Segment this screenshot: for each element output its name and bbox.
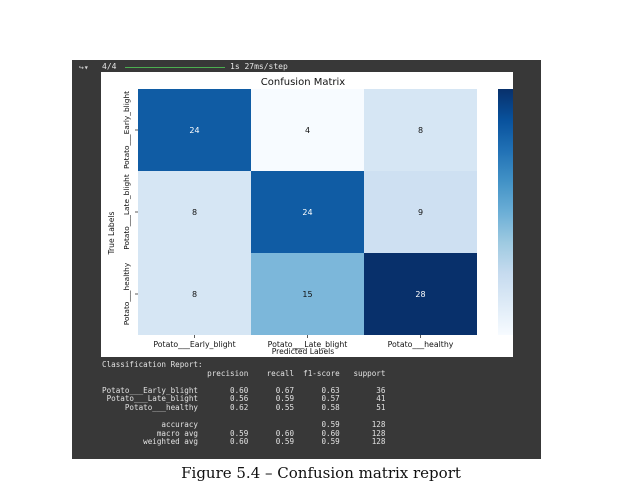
cell-value-label: 8 <box>418 126 423 135</box>
report-row: weighted avg 0.60 0.59 0.59 128 <box>102 437 386 447</box>
heatmap-cell <box>138 253 251 335</box>
report-row: Potato___Early_blight 0.60 0.67 0.63 36 <box>102 385 386 395</box>
y-axis-label: True Labels <box>107 211 116 255</box>
heatmap-cell <box>251 253 364 335</box>
heatmap-cell <box>251 171 364 253</box>
heatmap-cell <box>364 89 477 171</box>
heatmap-cell <box>138 171 251 253</box>
progress-timing: 1s 27ms/step <box>230 62 288 71</box>
cell-value-label: 9 <box>418 208 423 217</box>
report-row: Potato___healthy 0.62 0.55 0.58 51 <box>102 402 386 412</box>
chart-title: Confusion Matrix <box>261 77 345 88</box>
heatmap-cell <box>251 89 364 171</box>
cell-value-label: 4 <box>305 126 310 135</box>
cell-value-label: 15 <box>302 290 312 299</box>
report-header: precision recall f1-score support <box>102 368 386 378</box>
cell-value-label: 28 <box>415 290 425 299</box>
y-tick-label: Potato___Late_blight <box>122 174 131 250</box>
heatmap-cell <box>364 253 477 335</box>
report-row: accuracy 0.59 128 <box>102 420 386 430</box>
cell-value-label: 24 <box>302 208 312 217</box>
colorbar <box>498 89 513 335</box>
progress-bar <box>125 67 225 68</box>
x-tick-label: Potato___Late_blight <box>268 340 348 349</box>
report-heading: Classification Report: <box>102 360 203 369</box>
cell-value-label: 8 <box>192 290 197 299</box>
figure-caption: Figure 5.4 – Confusion matrix report <box>181 464 461 482</box>
cell-value-label: 8 <box>192 208 197 217</box>
y-tick-label: Potato___Early_blight <box>122 91 131 169</box>
x-axis-label: Predicted Labels <box>272 347 335 356</box>
x-tick-label: Potato___Early_blight <box>153 340 235 349</box>
y-tick-label: Potato___healthy <box>122 262 131 325</box>
output-toggle-icon[interactable]: ↪▾ <box>79 63 89 72</box>
x-tick-label: Potato___healthy <box>388 340 454 349</box>
report-row: macro avg 0.59 0.60 0.60 128 <box>102 428 386 438</box>
confusion-matrix-figure: Confusion Matrix Predicted Labels True L… <box>101 72 528 357</box>
notebook-output-cell: ↪▾ 4/4 1s 27ms/step Confusion Matrix Pre… <box>72 60 541 459</box>
confusion-matrix-svg: Confusion Matrix Predicted Labels True L… <box>107 77 528 356</box>
heatmap-cell <box>364 171 477 253</box>
classification-report: Classification Report: precision recall … <box>102 360 386 447</box>
heatmap-cell <box>138 89 251 171</box>
report-row: Potato___Late_blight 0.56 0.59 0.57 41 <box>102 394 386 404</box>
cell-value-label: 24 <box>189 126 199 135</box>
progress-steps: 4/4 <box>102 62 117 71</box>
